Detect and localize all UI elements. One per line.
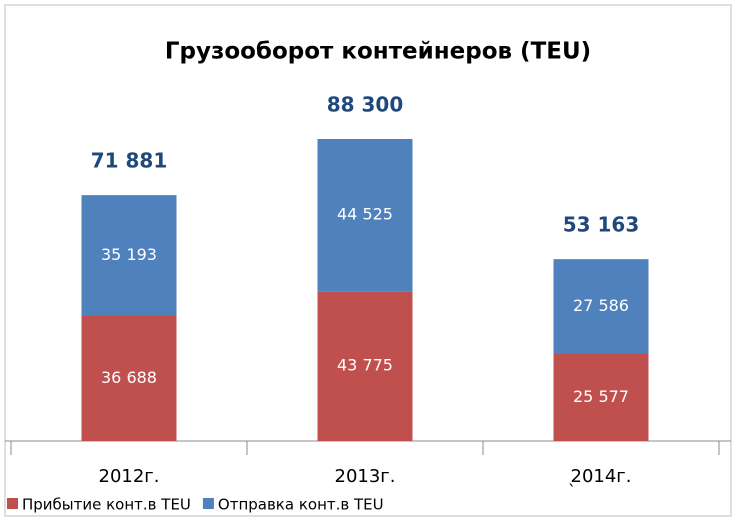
total-label: 71 881: [91, 149, 168, 173]
bar-segment: [81, 315, 177, 441]
segment-label: 43 775: [337, 356, 393, 375]
segment-label: 44 525: [337, 205, 393, 224]
bar-segment: [553, 259, 649, 354]
chart-title: Грузооборот контейнеров (TEU): [165, 39, 591, 65]
bar-segment: [553, 353, 649, 441]
bar-segment: [81, 195, 177, 316]
legend-swatch: [7, 498, 18, 509]
legend-label: Прибытие конт.в TEU: [22, 496, 191, 514]
total-label: 53 163: [563, 213, 640, 237]
x-tick-label: 2012г.: [99, 466, 160, 487]
bar-segment: [317, 291, 413, 441]
segment-label: 36 688: [101, 368, 157, 387]
total-label: 88 300: [327, 93, 404, 117]
bar-segment: [317, 139, 413, 292]
x-tick-label: 2014г.: [571, 466, 632, 487]
annotation: `: [568, 482, 576, 501]
x-tick-label: 2013г.: [335, 466, 396, 487]
segment-label: 35 193: [101, 245, 157, 264]
legend-label: Отправка конт.в TEU: [218, 496, 384, 514]
segment-label: 27 586: [573, 296, 629, 315]
segment-label: 25 577: [573, 387, 629, 406]
legend-swatch: [202, 498, 214, 509]
